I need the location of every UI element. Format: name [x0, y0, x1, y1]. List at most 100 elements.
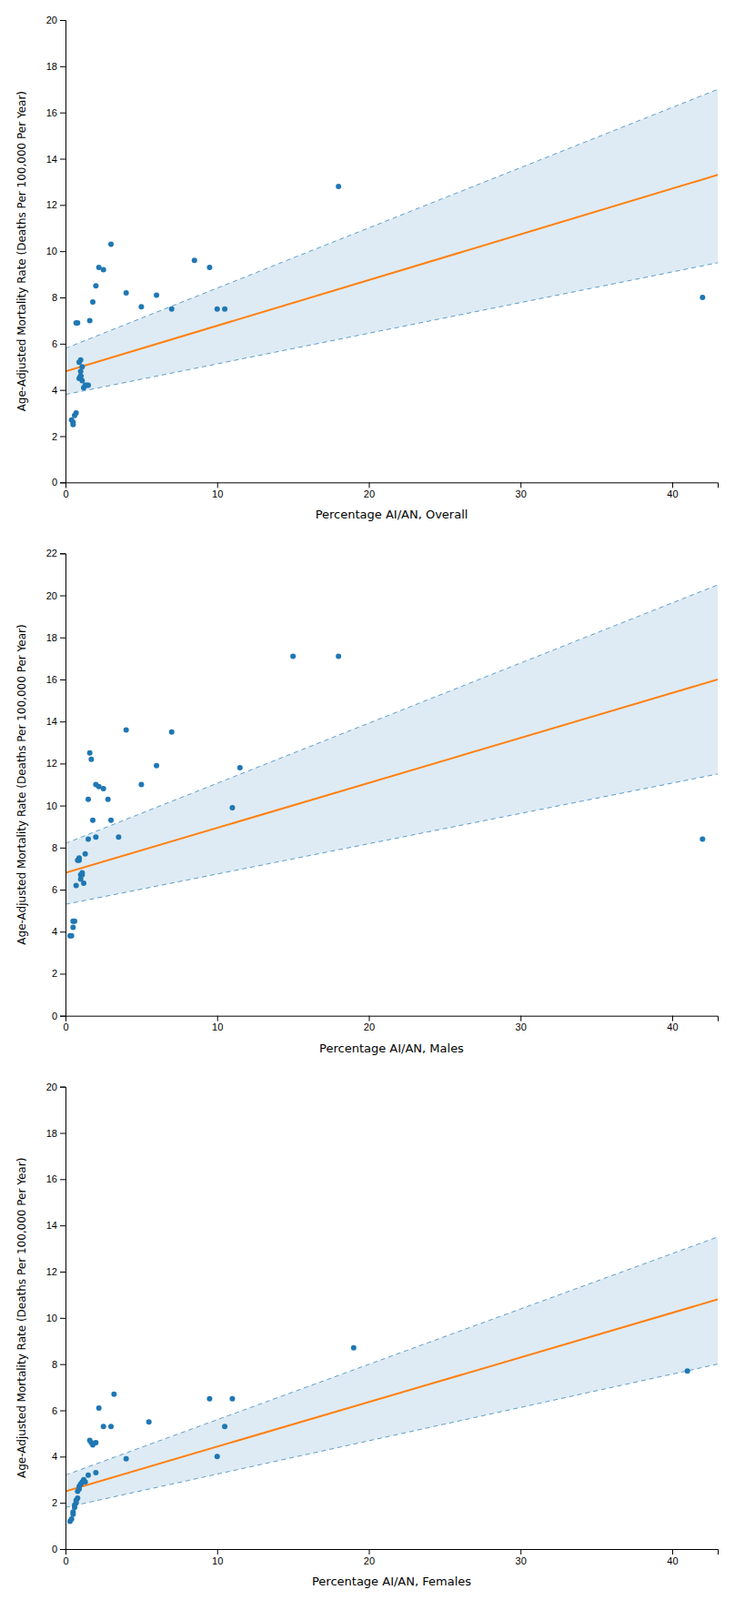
scatter-point [146, 1419, 152, 1425]
scatter-point [206, 1396, 212, 1402]
scatter-point [108, 241, 114, 248]
tick-label: 40 [666, 488, 678, 500]
scatter-point [153, 763, 160, 769]
panel: 01020304002468101214161820Percentage AI/… [15, 14, 719, 522]
tick: 6 [51, 1405, 66, 1417]
ci-band [65, 584, 718, 905]
axis-line [60, 20, 67, 484]
tick-label: 22 [46, 547, 58, 559]
plot-area [65, 584, 718, 939]
tick: 16 [46, 107, 66, 119]
tick: 20 [363, 1016, 375, 1034]
scatter-point [96, 1405, 102, 1411]
tick-label: 4 [51, 926, 58, 937]
scatter-point [123, 290, 130, 296]
scatter-point [71, 918, 78, 925]
tick: 10 [211, 1016, 223, 1034]
y-axis-title: Age-Adjusted Mortality Rate (Deaths Per … [15, 1157, 29, 1479]
tick: 8 [51, 842, 66, 854]
tick: 30 [515, 1549, 527, 1567]
tick: 22 [46, 547, 66, 559]
scatter-point [123, 726, 130, 733]
tick: 40 [666, 1549, 678, 1567]
tick-label: 0 [51, 476, 58, 488]
scatter-point [100, 1423, 107, 1430]
tick-mark [217, 482, 219, 488]
tick-label: 10 [46, 1312, 58, 1324]
tick-mark [60, 1502, 66, 1504]
tick-mark [60, 973, 66, 975]
tick: 40 [666, 482, 678, 500]
scatter-point [169, 306, 175, 313]
tick: 0 [51, 1543, 66, 1555]
scatter-point [191, 257, 198, 263]
scatter-point [88, 756, 94, 763]
tick-label: 10 [211, 1021, 223, 1033]
tick-mark [60, 847, 66, 849]
scatter-point [70, 1509, 76, 1515]
tick-mark [520, 482, 522, 488]
tick-mark [217, 1549, 219, 1555]
scatter-point [699, 836, 705, 843]
tick: 16 [46, 1173, 66, 1185]
tick: 12 [46, 1266, 66, 1278]
x-axis: 010203040 [62, 482, 718, 500]
ci-upper-line [65, 584, 718, 844]
x-axis-title: Percentage AI/AN, Females [312, 1574, 472, 1589]
tick-label: 18 [46, 60, 58, 72]
tick: 2 [51, 431, 66, 443]
tick-mark [60, 1133, 66, 1135]
scatter-point [110, 1391, 117, 1398]
scatter-point [138, 303, 144, 310]
scatter-point [80, 880, 87, 886]
scatter-point [79, 378, 85, 384]
tick: 40 [666, 1016, 678, 1034]
tick-mark [60, 436, 66, 438]
scatter-point [290, 654, 296, 660]
axis-line [66, 483, 719, 489]
tick-label: 10 [46, 800, 58, 812]
tick-label: 20 [363, 488, 375, 500]
scatter-point [85, 1472, 91, 1479]
tick-mark [60, 482, 66, 484]
scatter-point [87, 750, 93, 756]
tick-label: 8 [51, 842, 58, 854]
tick-mark [672, 482, 674, 488]
tick-mark [60, 889, 66, 891]
y-axis: 02468101214161820 [46, 14, 67, 488]
tick: 18 [46, 1127, 66, 1139]
tick-mark [60, 159, 66, 161]
x-axis-title: Percentage AI/AN, Overall [315, 507, 469, 522]
scatter-point [335, 654, 342, 660]
scatter-point [79, 363, 85, 370]
tick-mark [60, 1364, 66, 1366]
tick: 8 [51, 1359, 66, 1370]
tick-mark [60, 66, 66, 68]
scatter-point [74, 1495, 81, 1501]
x-axis-title: Percentage AI/AN, Males [319, 1041, 464, 1056]
ci-upper-line [65, 89, 718, 349]
scatter-point [138, 782, 144, 788]
tick-label: 30 [515, 488, 527, 500]
tick: 10 [211, 482, 223, 500]
tick-label: 12 [46, 199, 58, 211]
x-axis: 010203040 [62, 1549, 718, 1567]
ci-band [65, 89, 718, 395]
tick-mark [60, 679, 66, 681]
tick-mark [60, 204, 66, 206]
tick: 10 [46, 1312, 66, 1324]
tick-mark [520, 1016, 522, 1022]
tick: 30 [515, 1016, 527, 1034]
tick-label: 14 [46, 153, 58, 165]
tick: 4 [51, 1450, 66, 1462]
tick-mark [60, 553, 66, 554]
tick: 12 [46, 757, 66, 769]
tick: 0 [62, 1016, 69, 1034]
y-axis-title: Age-Adjusted Mortality Rate (Deaths Per … [15, 90, 29, 412]
tick-label: 16 [46, 1173, 58, 1185]
scatter-point [82, 851, 89, 857]
tick: 0 [51, 1010, 66, 1022]
tick-label: 40 [666, 1021, 678, 1033]
tick-mark [60, 297, 66, 299]
tick: 4 [51, 384, 66, 396]
